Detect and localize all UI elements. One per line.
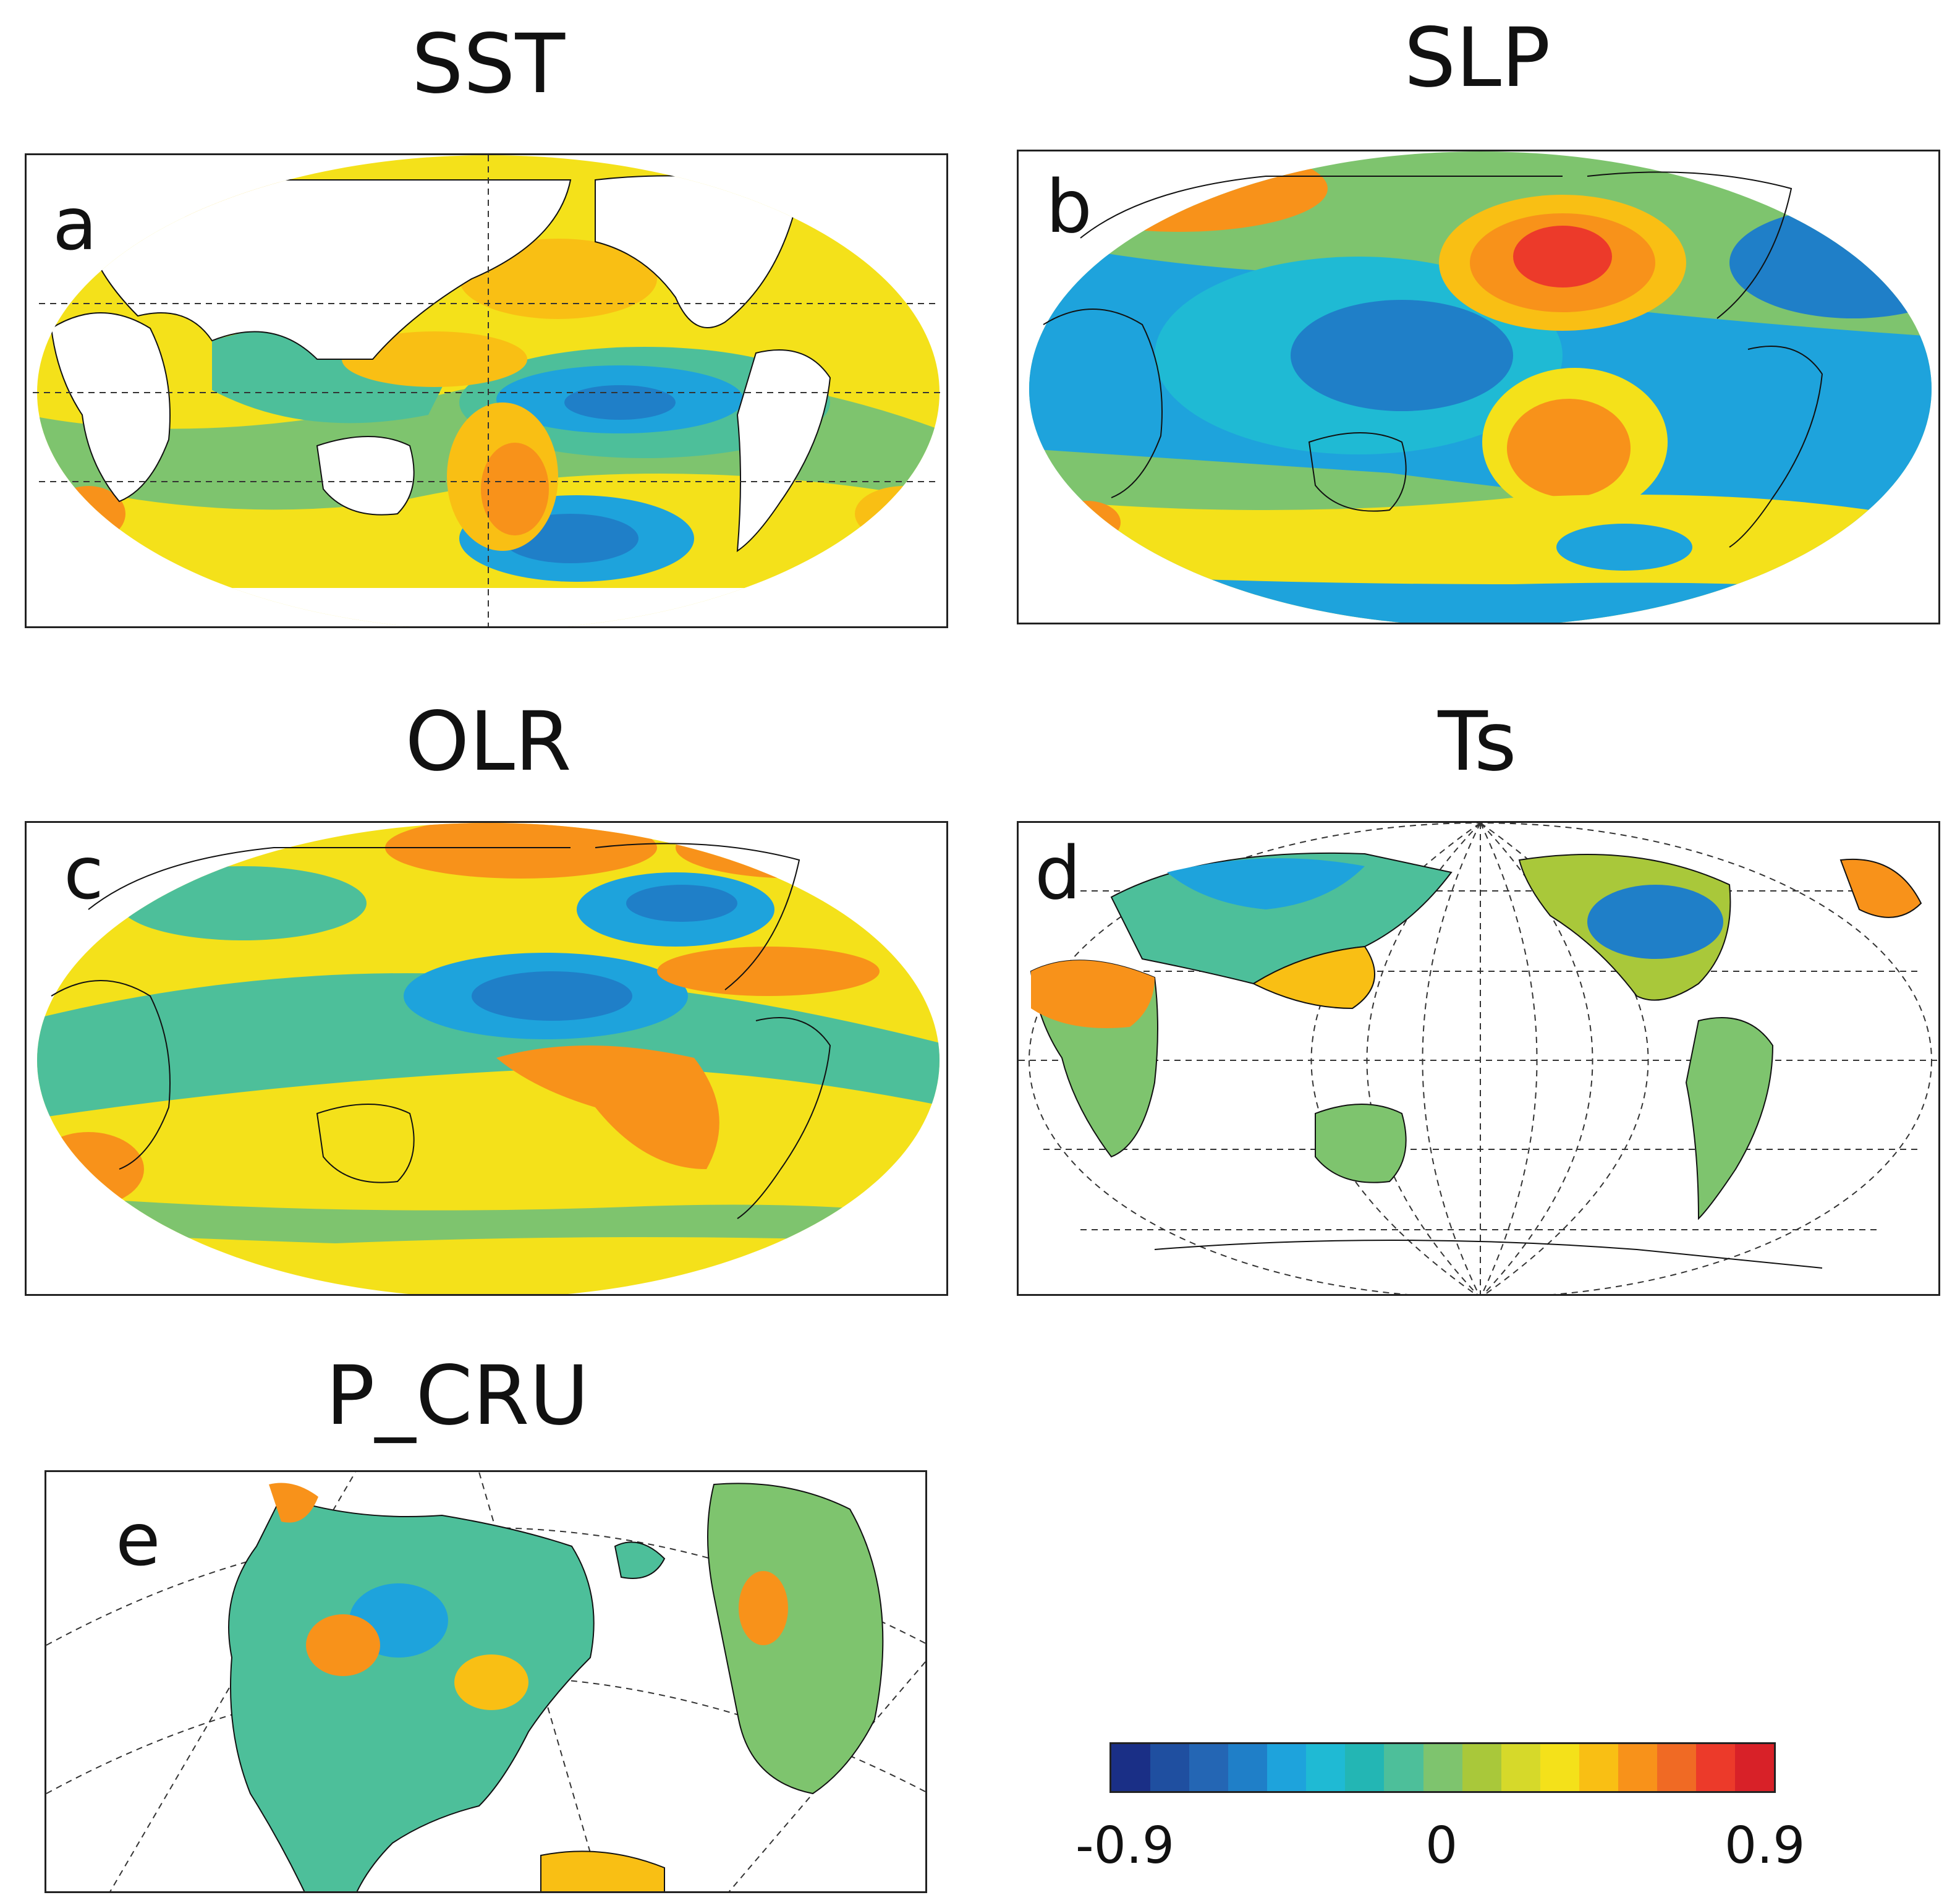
panel-d-label: d [1035,830,1081,916]
colorbar [1109,1742,1776,1793]
panel-b-label: b [1046,164,1092,249]
colorbar-min-label: -0.9 [1075,1816,1174,1875]
colorbar-segment [1306,1744,1346,1791]
panel-e-title: P_CRU [325,1348,590,1444]
colorbar-segment [1540,1744,1579,1791]
panel-d-land [1030,852,1922,1220]
colorbar-segment [1657,1744,1696,1791]
panel-b-slp-map: b [1017,150,1940,624]
colorbar-segment [1423,1744,1462,1791]
panel-e-label: e [116,1497,161,1582]
colorbar-segment [1267,1744,1307,1791]
colorbar-segment [1150,1744,1190,1791]
colorbar-segment [1345,1744,1385,1791]
panel-c-coastlines [51,843,831,1219]
panel-e-pcru-map: e [45,1470,927,1893]
colorbar-segment [1111,1744,1151,1791]
panel-a-sst-map: a [25,153,948,628]
colorbar-segment [1228,1744,1268,1791]
panel-c-field [37,823,940,1294]
panel-a-title: SST [411,17,566,112]
panel-b-coastlines [1043,171,1823,548]
panel-b-field [1029,151,1932,623]
colorbar-segment [1735,1744,1775,1791]
panel-a-label: a [53,181,98,266]
colorbar-segment [1501,1744,1540,1791]
panel-c-label: c [64,830,104,916]
colorbar-segment [1579,1744,1618,1791]
panel-b-title: SLP [1404,11,1551,106]
panel-a-field [37,155,940,626]
colorbar-segment [1462,1744,1501,1791]
colorbar-max-label: 0.9 [1725,1816,1805,1875]
panel-a-graticule [33,155,944,626]
panel-d-title: Ts [1438,694,1517,790]
colorbar-segment [1618,1744,1657,1791]
panel-d-antarctica-coast [1154,1240,1823,1269]
colorbar-segment [1695,1744,1735,1791]
colorbar-segment [1189,1744,1229,1791]
colorbar-segment [1384,1744,1423,1791]
panel-c-olr-map: c [25,821,948,1296]
colorbar-mid-label: 0 [1425,1816,1458,1875]
panel-d-ts-map: d [1017,821,1940,1296]
panel-e-land [228,1483,884,1891]
panel-c-title: OLR [405,694,572,790]
